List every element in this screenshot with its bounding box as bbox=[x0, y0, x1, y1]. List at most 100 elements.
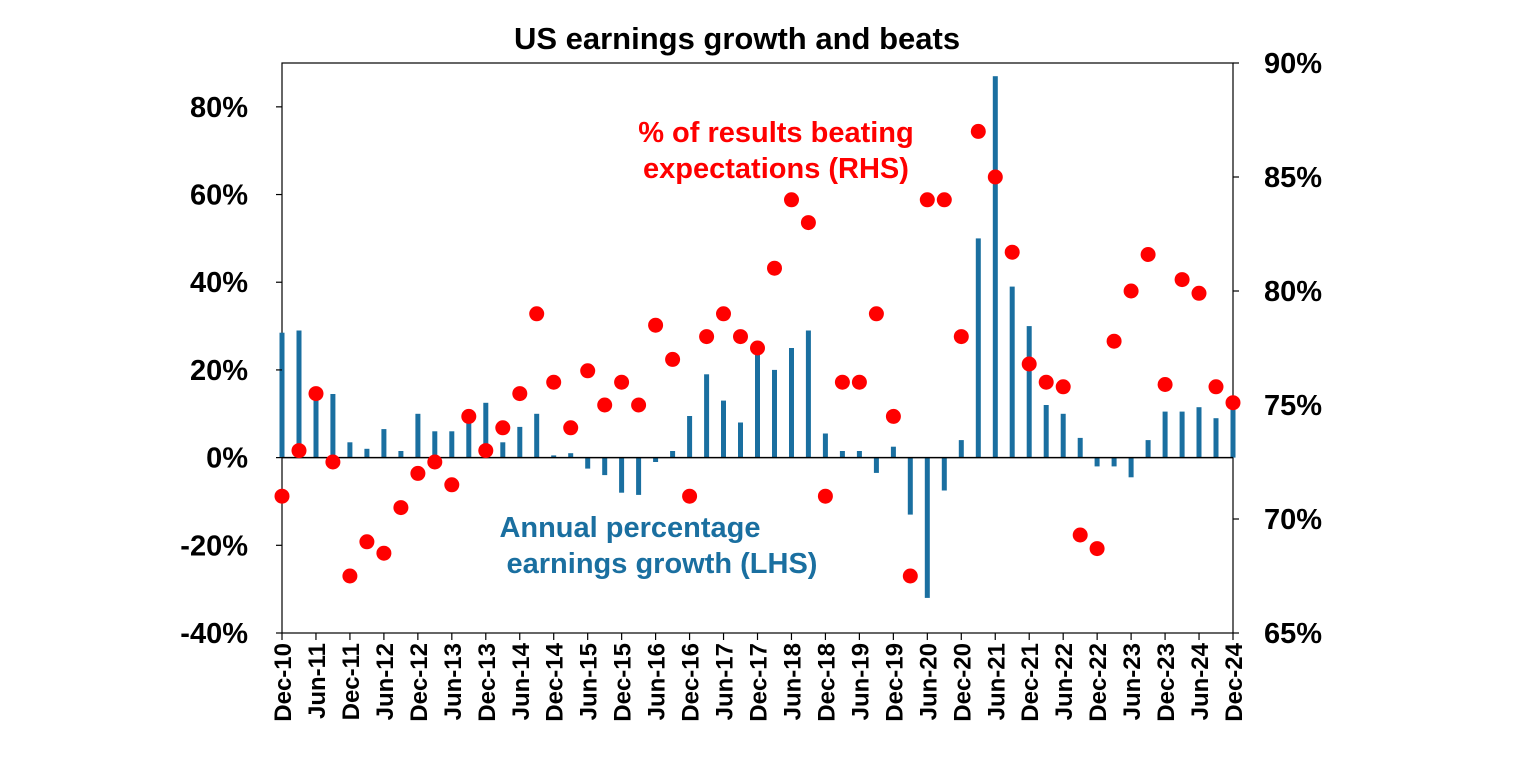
left-tick-label: 40% bbox=[190, 267, 248, 299]
left-tick-label: -40% bbox=[180, 618, 248, 650]
x-tick-label: Dec-19 bbox=[881, 643, 908, 722]
scatter-series bbox=[274, 123, 1241, 584]
x-tick-label: Dec-14 bbox=[542, 642, 569, 721]
bar-Dec-16 bbox=[687, 416, 693, 458]
bar-Sep-12 bbox=[398, 451, 404, 458]
x-tick-label: Dec-18 bbox=[813, 643, 840, 722]
dot-Jun-20 bbox=[919, 192, 935, 208]
x-tick-label: Dec-16 bbox=[678, 643, 705, 722]
dot-Jun-15 bbox=[580, 363, 596, 379]
bar-Sep-11 bbox=[330, 394, 336, 458]
dot-Sep-22 bbox=[1072, 527, 1088, 543]
right-tick-label: 70% bbox=[1264, 504, 1322, 536]
bar-Dec-12 bbox=[415, 413, 421, 458]
dot-Mar-20 bbox=[902, 568, 918, 584]
x-tick-label: Dec-10 bbox=[270, 643, 297, 722]
bar-Mar-14 bbox=[500, 442, 506, 458]
dot-Sep-13 bbox=[461, 408, 477, 424]
bar-Mar-17 bbox=[704, 374, 710, 458]
dot-Sep-15 bbox=[597, 397, 613, 413]
bar-Sep-23 bbox=[1145, 440, 1151, 458]
dot-Sep-11 bbox=[325, 454, 341, 470]
x-tick-label: Dec-21 bbox=[1017, 643, 1044, 722]
bar-Mar-19 bbox=[839, 451, 845, 458]
dot-Mar-11 bbox=[291, 443, 307, 459]
bar-Dec-23 bbox=[1162, 411, 1168, 458]
bar-Jun-17 bbox=[721, 400, 726, 458]
bar-Jun-21 bbox=[992, 76, 998, 458]
bar-Sep-21 bbox=[1009, 286, 1015, 458]
bar-Sep-14 bbox=[534, 413, 540, 458]
dot-Sep-19 bbox=[868, 306, 884, 322]
bar-Dec-20 bbox=[958, 440, 964, 458]
growth-annotation-line-1: Annual percentage bbox=[499, 512, 760, 544]
bar-Jun-13 bbox=[449, 431, 455, 458]
dot-Sep-17 bbox=[733, 329, 748, 345]
bar-Sep-18 bbox=[805, 330, 811, 458]
dot-Jun-14 bbox=[512, 386, 528, 402]
bar-Sep-16 bbox=[670, 451, 676, 458]
dot-Mar-13 bbox=[427, 454, 443, 470]
dot-Mar-17 bbox=[699, 329, 715, 345]
bar-Mar-15 bbox=[568, 453, 574, 458]
dot-Sep-14 bbox=[529, 306, 545, 322]
bar-Sep-19 bbox=[873, 457, 879, 473]
x-tick-label: Dec-23 bbox=[1153, 643, 1180, 722]
x-tick-label: Jun-18 bbox=[779, 643, 806, 720]
dot-Jun-19 bbox=[851, 374, 867, 390]
bar-Dec-14 bbox=[551, 455, 557, 458]
x-tick-label: Jun-12 bbox=[372, 643, 399, 720]
bar-Jun-18 bbox=[789, 348, 794, 458]
x-tick-label: Jun-20 bbox=[915, 643, 942, 720]
right-tick-label: 65% bbox=[1264, 618, 1322, 650]
dot-Jun-23 bbox=[1123, 283, 1139, 299]
x-tick-label: Jun-15 bbox=[576, 643, 603, 720]
dot-Dec-18 bbox=[817, 488, 833, 504]
dot-Jun-24 bbox=[1191, 285, 1207, 301]
x-tick-label: Dec-22 bbox=[1085, 643, 1112, 722]
dot-Dec-17 bbox=[750, 340, 765, 356]
left-tick-label: -20% bbox=[180, 530, 248, 562]
x-tick-label: Dec-17 bbox=[746, 643, 773, 722]
bar-Dec-21 bbox=[1026, 326, 1032, 458]
dot-Jun-13 bbox=[444, 477, 460, 493]
bar-Jun-16 bbox=[653, 457, 659, 462]
bar-series bbox=[279, 76, 1236, 598]
dot-Jun-12 bbox=[376, 545, 392, 561]
x-tick-label: Jun-16 bbox=[644, 643, 671, 720]
dot-Mar-14 bbox=[495, 420, 511, 436]
bar-Sep-20 bbox=[941, 457, 947, 491]
x-tick-label: Dec-15 bbox=[610, 643, 637, 722]
beats-annotation: % of results beating expectations (RHS) bbox=[638, 117, 922, 185]
bar-Sep-17 bbox=[738, 422, 743, 458]
dot-Sep-23 bbox=[1140, 247, 1156, 262]
bar-Jun-20 bbox=[924, 457, 930, 598]
left-tick-label: 0% bbox=[206, 443, 248, 475]
left-tick-label: 60% bbox=[190, 180, 248, 212]
beats-annotation-line-2: expectations (RHS) bbox=[643, 153, 909, 185]
x-axis: Dec-10 Jun-11 Dec-11 Jun-12 Dec-12 Jun-13 Dec-… bbox=[270, 633, 1248, 722]
left-tick-label: 80% bbox=[190, 92, 248, 124]
bar-Jun-19 bbox=[856, 451, 862, 458]
dot-Mar-12 bbox=[359, 534, 375, 550]
bar-Dec-19 bbox=[890, 446, 896, 458]
dot-Mar-19 bbox=[834, 374, 850, 390]
bar-Mar-24 bbox=[1179, 411, 1185, 458]
bar-Jun-15 bbox=[585, 457, 591, 469]
bar-Jun-24 bbox=[1196, 407, 1202, 458]
x-tick-label: Jun-13 bbox=[440, 643, 467, 720]
dot-Sep-18 bbox=[800, 215, 816, 231]
bar-Mar-23 bbox=[1111, 457, 1117, 467]
dot-Dec-13 bbox=[478, 443, 494, 459]
bar-Sep-24 bbox=[1213, 418, 1219, 458]
dot-Dec-22 bbox=[1089, 541, 1105, 557]
bar-Mar-16 bbox=[636, 457, 642, 495]
x-tick-label: Dec-13 bbox=[474, 643, 501, 722]
bar-Jun-23 bbox=[1128, 457, 1134, 478]
x-tick-label: Jun-11 bbox=[304, 643, 331, 719]
bar-Mar-13 bbox=[432, 431, 438, 458]
dot-Mar-24 bbox=[1174, 272, 1190, 288]
x-tick-label: Dec-20 bbox=[949, 643, 976, 722]
bar-Mar-20 bbox=[907, 457, 913, 515]
x-tick-label: Jun-17 bbox=[712, 643, 739, 720]
